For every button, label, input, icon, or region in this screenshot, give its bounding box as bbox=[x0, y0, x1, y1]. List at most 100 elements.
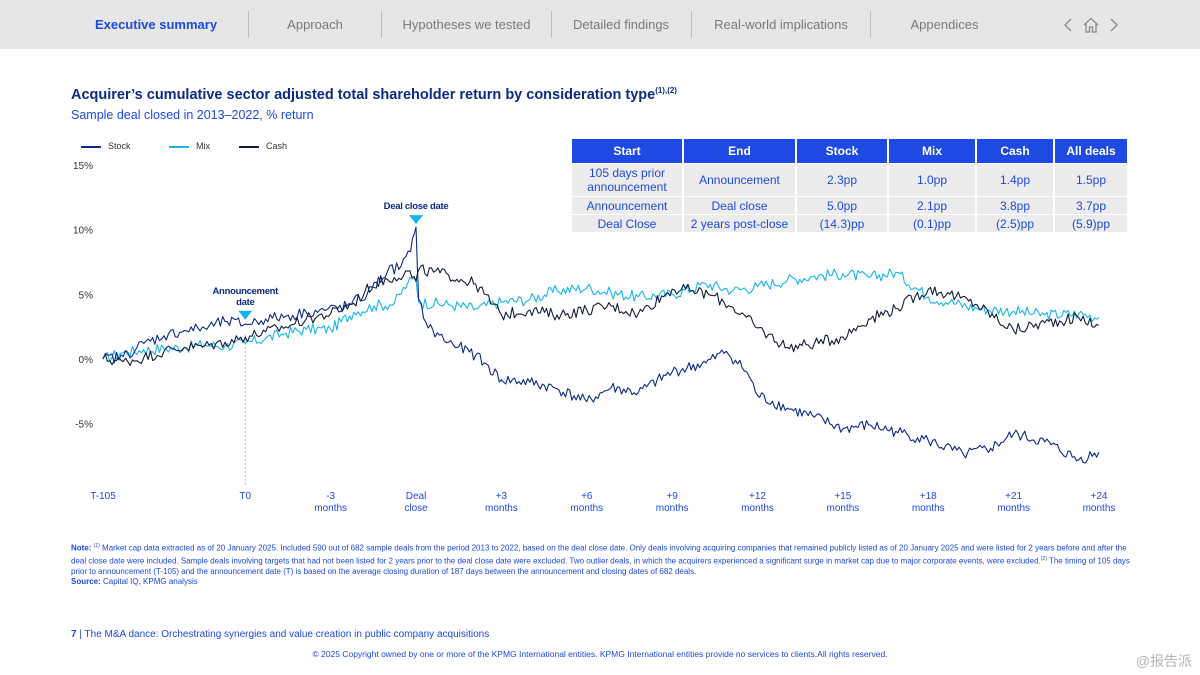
home-icon[interactable] bbox=[1081, 15, 1101, 35]
tab-approach[interactable]: Approach bbox=[287, 17, 343, 32]
table-cell-end: Deal close bbox=[684, 197, 795, 214]
source-text: Capital IQ, KPMG analysis bbox=[103, 577, 198, 587]
nav-divider bbox=[691, 11, 692, 38]
table-cell-cash: 1.4pp bbox=[977, 164, 1053, 196]
annotation-marker bbox=[409, 215, 424, 225]
x-tick-label: Deal bbox=[406, 491, 427, 502]
note-text-1: Market cap data extracted as of 20 Janua… bbox=[71, 543, 1127, 566]
source-label: Source: bbox=[71, 577, 101, 587]
x-tick-sublabel: months bbox=[656, 503, 689, 514]
legend-label-stock: Stock bbox=[108, 141, 131, 151]
table-cell-mix: 2.1pp bbox=[889, 197, 975, 214]
annotation-label: date bbox=[236, 297, 254, 308]
legend-label-mix: Mix bbox=[196, 141, 210, 151]
x-tick-label: +21 bbox=[1005, 491, 1022, 502]
top-navigation: Executive summary Approach Hypotheses we… bbox=[0, 0, 1200, 49]
footnotes: Note: (1) Market cap data extracted as o… bbox=[71, 541, 1131, 588]
note-label: Note: bbox=[71, 543, 92, 553]
annotation-label: Announcement bbox=[213, 286, 280, 297]
summary-table: Start End Stock Mix Cash All deals 105 d… bbox=[570, 138, 1129, 233]
table-cell-stock: 2.3pp bbox=[797, 164, 887, 196]
tab-real-world-implications[interactable]: Real-world implications bbox=[714, 17, 848, 32]
x-tick-label: T0 bbox=[239, 491, 251, 502]
y-tick-label: 5% bbox=[79, 290, 94, 301]
nav-divider bbox=[870, 11, 871, 38]
table-cell-cash: (2.5)pp bbox=[977, 215, 1053, 232]
series-line-mix bbox=[102, 268, 1100, 363]
watermark: @报告派 bbox=[1135, 653, 1192, 669]
y-tick-label: -5% bbox=[75, 420, 93, 431]
table-header-mix: Mix bbox=[889, 139, 975, 163]
table-row: Deal Close 2 years post-close (14.3)pp (… bbox=[572, 215, 1127, 232]
table-cell-mix: (0.1)pp bbox=[889, 215, 975, 232]
table-cell-all: 1.5pp bbox=[1055, 164, 1127, 196]
table-header-start: Start bbox=[572, 139, 682, 163]
nav-divider bbox=[381, 11, 382, 38]
legend-swatch-stock bbox=[81, 146, 101, 148]
legend-swatch-mix bbox=[169, 146, 189, 148]
x-tick-sublabel: months bbox=[997, 503, 1030, 514]
legend-swatch-cash bbox=[239, 146, 259, 148]
chart-title-text: Acquirer’s cumulative sector adjusted to… bbox=[71, 86, 656, 103]
x-tick-sublabel: months bbox=[1083, 503, 1116, 514]
y-tick-label: 10% bbox=[73, 226, 93, 237]
table-cell-stock: (14.3)pp bbox=[797, 215, 887, 232]
tab-detailed-findings[interactable]: Detailed findings bbox=[572, 17, 670, 32]
tab-executive-summary[interactable]: Executive summary bbox=[94, 17, 218, 32]
table-header-all-deals: All deals bbox=[1055, 139, 1127, 163]
table-header-end: End bbox=[684, 139, 795, 163]
table-header-row: Start End Stock Mix Cash All deals bbox=[572, 139, 1127, 163]
table-cell-cash: 3.8pp bbox=[977, 197, 1053, 214]
table-row: Announcement Deal close 5.0pp 2.1pp 3.8p… bbox=[572, 197, 1127, 214]
y-tick-label: 0% bbox=[79, 355, 94, 366]
table-cell-stock: 5.0pp bbox=[797, 197, 887, 214]
x-tick-label: +18 bbox=[920, 491, 937, 502]
annotation-label: Deal close date bbox=[384, 201, 449, 212]
x-tick-sublabel: months bbox=[741, 503, 774, 514]
chart-title: Acquirer’s cumulative sector adjusted to… bbox=[71, 86, 677, 103]
title-footnote-ref: (1),(2) bbox=[655, 86, 677, 95]
x-tick-label: T-105 bbox=[90, 491, 116, 502]
tab-appendices[interactable]: Appendices bbox=[910, 17, 979, 32]
tab-hypotheses[interactable]: Hypotheses we tested bbox=[402, 17, 531, 32]
chevron-left-icon[interactable] bbox=[1058, 15, 1078, 35]
note-ref-2: (2) bbox=[1040, 555, 1047, 562]
table-cell-start: Announcement bbox=[572, 197, 682, 214]
table-row: 105 days prior announcement Announcement … bbox=[572, 164, 1127, 196]
table-cell-all: 3.7pp bbox=[1055, 197, 1127, 214]
x-tick-sublabel: months bbox=[912, 503, 945, 514]
table-cell-start: Deal Close bbox=[572, 215, 682, 232]
table-cell-start: 105 days prior announcement bbox=[572, 164, 682, 196]
series-line-stock bbox=[102, 226, 1100, 464]
legend-label-cash: Cash bbox=[266, 141, 288, 151]
nav-divider bbox=[551, 11, 552, 38]
table-cell-all: (5.9)pp bbox=[1055, 215, 1127, 232]
note-text-2: The timing of 105 days prior to announce… bbox=[71, 556, 1130, 576]
table-header-cash: Cash bbox=[977, 139, 1053, 163]
note-ref-1: (1) bbox=[93, 543, 100, 549]
table-header-stock: Stock bbox=[797, 139, 887, 163]
start-line-1: 105 days prior bbox=[588, 166, 666, 180]
table-cell-end: Announcement bbox=[684, 164, 795, 196]
chevron-right-icon[interactable] bbox=[1104, 15, 1124, 35]
x-tick-label: -3 bbox=[326, 491, 335, 502]
x-tick-sublabel: months bbox=[570, 503, 603, 514]
page-footer: 7 | The M&A dance: Orchestrating synergi… bbox=[71, 629, 489, 640]
annotation-marker bbox=[238, 310, 253, 320]
x-tick-label: +6 bbox=[581, 491, 593, 502]
table-cell-mix: 1.0pp bbox=[889, 164, 975, 196]
x-tick-label: +12 bbox=[749, 491, 766, 502]
x-tick-label: +9 bbox=[666, 491, 678, 502]
series-line-cash bbox=[102, 264, 1100, 366]
y-tick-label: 15% bbox=[73, 161, 93, 172]
x-tick-label: +15 bbox=[834, 491, 851, 502]
line-chart: 15%10%5%0%-5%T-105 T0 -3monthsDealclose+3m… bbox=[73, 161, 1116, 514]
x-tick-sublabel: months bbox=[485, 503, 518, 514]
table-cell-end: 2 years post-close bbox=[684, 215, 795, 232]
x-tick-sublabel: months bbox=[314, 503, 347, 514]
nav-divider bbox=[248, 11, 249, 38]
x-tick-sublabel: months bbox=[826, 503, 859, 514]
chart-subtitle: Sample deal closed in 2013–2022, % retur… bbox=[71, 108, 314, 122]
document-title: | The M&A dance: Orchestrating synergies… bbox=[79, 629, 490, 640]
x-tick-label: +3 bbox=[496, 491, 508, 502]
